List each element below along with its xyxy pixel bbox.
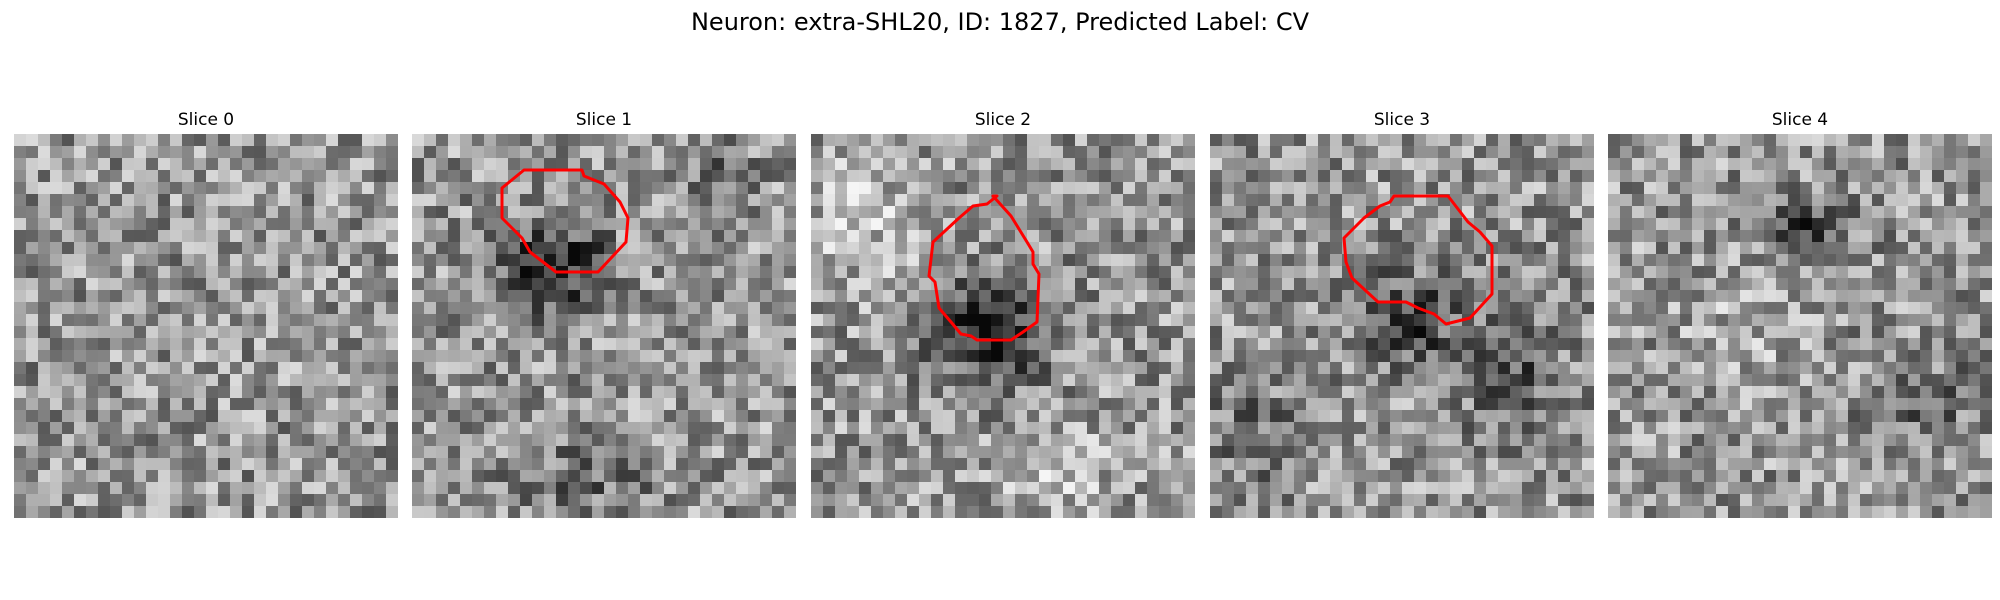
roi-contour-line — [500, 168, 630, 274]
slice-pixels — [811, 134, 1195, 518]
slice-image — [14, 134, 398, 518]
slice-panel-1: Slice 1 — [412, 108, 796, 518]
slice-pixels — [412, 134, 796, 518]
roi-contour — [927, 194, 1041, 342]
roi-contour — [500, 168, 630, 274]
slice-panel-2: Slice 2 — [811, 108, 1195, 518]
slice-panel-4: Slice 4 — [1608, 108, 1992, 518]
slice-image — [1608, 134, 1992, 518]
slice-title: Slice 3 — [1373, 110, 1431, 130]
figure-title: Neuron: extra-SHL20, ID: 1827, Predicted… — [690, 8, 1310, 36]
slice-image — [811, 134, 1195, 518]
slice-image — [412, 134, 796, 518]
slice-panel-0: Slice 0 — [14, 108, 398, 518]
slice-title: Slice 0 — [177, 110, 235, 130]
slice-title: Slice 1 — [575, 110, 633, 130]
roi-contour-line — [1342, 194, 1494, 326]
roi-contour-line — [927, 194, 1041, 342]
roi-contour — [1342, 194, 1494, 326]
slice-title: Slice 4 — [1771, 110, 1829, 130]
slice-pixels — [14, 134, 398, 518]
slice-title: Slice 2 — [974, 110, 1032, 130]
slice-pixels — [1210, 134, 1594, 518]
slice-panel-3: Slice 3 — [1210, 108, 1594, 518]
slice-image — [1210, 134, 1594, 518]
slice-pixels — [1608, 134, 1992, 518]
